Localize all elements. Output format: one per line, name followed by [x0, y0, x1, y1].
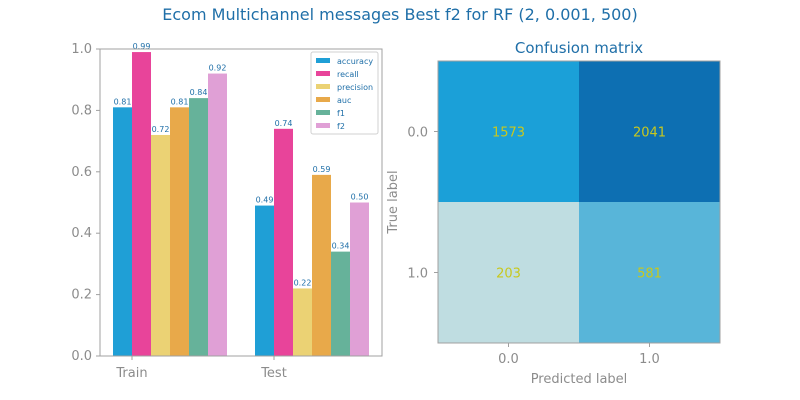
bar-recall — [132, 52, 151, 356]
y-tick-label: 0.4 — [71, 226, 92, 241]
legend-swatch-accuracy — [316, 58, 330, 63]
confusion-matrix-title: Confusion matrix — [515, 39, 643, 57]
bar-f2 — [350, 202, 369, 356]
bar-accuracy — [113, 107, 132, 356]
cm-x-tick-label: 0.0 — [498, 352, 519, 367]
confusion-matrix-cells: 1573 2041 203 581 — [438, 61, 720, 343]
bar-auc — [312, 174, 331, 356]
bar-x-axis: Train Test — [115, 356, 287, 381]
legend-swatch-f1 — [316, 110, 330, 115]
cm-cell-value: 2041 — [633, 126, 666, 141]
bar-auc — [170, 107, 189, 356]
bar-axes-frame — [99, 48, 383, 357]
legend-label: precision — [337, 83, 373, 92]
y-tick-label: 0.6 — [71, 165, 92, 180]
bar-f2 — [208, 73, 227, 356]
cm-cell — [438, 61, 579, 202]
bar-value-label: 0.84 — [190, 88, 208, 97]
bar-accuracy — [255, 205, 274, 356]
cm-cell-value: 203 — [496, 267, 521, 282]
cm-x-axis-label: Predicted label — [531, 372, 628, 387]
bar-chart: 0.810.990.720.810.840.920.490.740.220.59… — [71, 42, 383, 381]
bar-value-label: 0.50 — [351, 193, 369, 202]
legend-label: f2 — [337, 122, 345, 131]
legend-label: f1 — [337, 109, 345, 118]
bar-value-label: 0.74 — [275, 119, 293, 128]
cm-cell — [438, 202, 579, 343]
figure-suptitle: Ecom Multichannel messages Best f2 for R… — [162, 5, 637, 24]
bar-f1 — [189, 98, 208, 357]
bar-value-label: 0.59 — [313, 165, 331, 174]
bar-precision — [151, 134, 170, 356]
bar-y-axis: 0.0 0.2 0.4 0.6 0.8 1.0 — [71, 42, 100, 364]
bar-value-label: 0.99 — [133, 42, 151, 51]
bar-value-label: 0.34 — [332, 242, 350, 251]
cm-y-axis-label: True label — [386, 170, 401, 234]
legend-swatch-auc — [316, 97, 330, 102]
legend-label: accuracy — [337, 57, 373, 66]
bar-value-label: 0.81 — [114, 97, 132, 106]
cm-y-tick-label: 0.0 — [407, 126, 428, 141]
bar-f1 — [331, 251, 350, 356]
bar-recall — [274, 128, 293, 356]
bar-value-label: 0.81 — [171, 97, 189, 106]
cm-y-tick-label: 1.0 — [407, 267, 428, 282]
bar-marks: 0.810.990.720.810.840.920.490.740.220.59… — [113, 42, 369, 357]
cm-x-tick-label: 1.0 — [639, 352, 660, 367]
legend-label: recall — [337, 70, 359, 79]
legend-label: auc — [337, 96, 351, 105]
legend-swatch-f2 — [316, 123, 330, 128]
bar-value-label: 0.49 — [256, 196, 274, 205]
x-tick-label: Train — [115, 366, 147, 381]
cm-axes-frame — [437, 60, 721, 344]
cm-cell-value: 581 — [637, 267, 662, 282]
cm-cell — [579, 202, 720, 343]
y-tick-label: 0.8 — [71, 103, 92, 118]
bar-value-label: 0.22 — [294, 278, 312, 287]
x-tick-label: Test — [260, 366, 287, 381]
bar-value-label: 0.72 — [152, 125, 170, 134]
bar-precision — [293, 288, 312, 356]
bar-value-label: 0.92 — [209, 64, 227, 73]
y-tick-label: 1.0 — [71, 42, 92, 57]
cm-cell-value: 1573 — [492, 126, 525, 141]
bar-legend: accuracy recall precision auc f1 f2 — [310, 51, 379, 135]
confusion-matrix-ticks: 0.0 1.0 0.0 1.0 — [407, 126, 660, 368]
y-tick-label: 0.2 — [71, 288, 92, 303]
legend-swatch-precision — [316, 84, 330, 89]
y-tick-label: 0.0 — [71, 349, 92, 364]
cm-cell — [579, 61, 720, 202]
legend-swatch-recall — [316, 71, 330, 76]
